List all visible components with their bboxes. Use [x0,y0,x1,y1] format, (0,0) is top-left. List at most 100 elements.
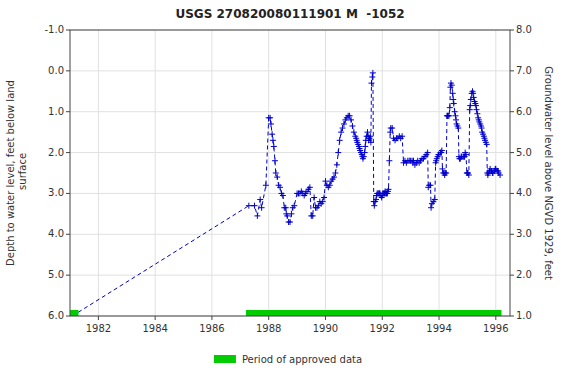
data-point [277,184,283,190]
y-tick-label: 4.0 [48,228,64,239]
data-point [364,129,370,135]
data-point [327,182,333,188]
y-tick [66,193,70,194]
data-point [311,195,317,201]
data-point [439,148,445,154]
data-point [307,184,313,190]
y-tick-label: 6.0 [48,310,64,321]
data-point [283,205,289,211]
y-tick-label: 2.0 [48,147,64,158]
x-tick-label: 1994 [426,323,451,334]
y2-tick-label: 5.0 [516,147,532,158]
data-point [361,154,367,160]
data-point [389,125,395,131]
data-point [442,170,448,176]
y-tick-label: -1.0 [44,24,64,35]
grid [70,30,510,316]
data-point [368,80,374,86]
data-point [267,115,273,121]
grid-line-x [268,30,269,316]
approved-span [70,310,79,316]
data-point [347,113,353,119]
grid-line-x [155,30,156,316]
y2-axis-label: Groundwater level above NGVD 1929, feet [543,66,554,280]
legend-swatch [214,355,236,363]
y2-tick-label: 1.0 [516,310,532,321]
grid-line-y [70,70,510,71]
y2-tick-label: 8.0 [516,24,532,35]
x-tick [155,316,156,320]
data-point [452,109,458,115]
data-point [273,170,279,176]
legend: Period of approved data [214,354,362,365]
plot-area [70,70,503,316]
data-point [467,103,473,109]
data-point [367,133,373,139]
x-tick [211,316,212,320]
y-tick [66,30,70,31]
data-point [322,178,328,184]
y2-tick [510,30,514,31]
data-point [268,121,274,127]
y2-tick [510,234,514,235]
data-point [463,152,469,158]
approved-span [246,310,501,316]
y-tick-label: 1.0 [48,106,64,117]
y2-tick-label: 6.0 [516,106,532,117]
data-point [269,131,275,137]
y-tick [66,275,70,276]
data-point [310,213,316,219]
data-point [386,158,392,164]
y-tick [66,111,70,112]
data-point [271,143,277,149]
data-point [428,182,434,188]
title: USGS 270820080111901 M -1052 [175,7,404,21]
data-point [450,90,456,96]
grid-line-x [325,30,326,316]
data-point [334,162,340,168]
data-point [368,139,374,145]
data-point [432,197,438,203]
y-tick [66,152,70,153]
grid-line-x [439,30,440,316]
x-tick-label: 1996 [483,323,508,334]
data-point [473,103,479,109]
data-point [443,170,449,176]
x-tick [98,316,99,320]
data-point [272,158,278,164]
data-point [320,199,326,205]
data-point [337,137,343,143]
data-point [351,129,357,135]
x-tick-label: 1982 [86,323,111,334]
plot-frame [70,30,510,316]
data-point [370,70,376,76]
y2-tick-label: 7.0 [516,65,532,76]
grid-line-x [98,30,99,316]
data-point [252,203,258,209]
chart: 19821984198619881990199219941996-1.00.01… [0,0,576,384]
data-point [467,107,473,113]
data-point [470,90,476,96]
x-tick-label: 1984 [142,323,167,334]
y2-tick [510,193,514,194]
data-point [348,117,354,123]
data-point [445,113,451,119]
data-point [399,133,405,139]
data-point [455,125,461,131]
y-tick [66,316,70,317]
y2-tick [510,275,514,276]
data-point [287,219,293,225]
data-point [349,123,355,129]
data-point [246,203,252,209]
y2-tick [510,111,514,112]
x-tick-label: 1990 [313,323,338,334]
x-tick [439,316,440,320]
y2-tick [510,70,514,71]
data-point [369,74,375,80]
x-tick-label: 1988 [256,323,281,334]
x-tick [325,316,326,320]
page: {"chart_data": { "type": "line", "title"… [0,0,576,384]
data-point [449,82,455,88]
data-point [362,143,368,149]
y2-tick-label: 2.0 [516,269,532,280]
